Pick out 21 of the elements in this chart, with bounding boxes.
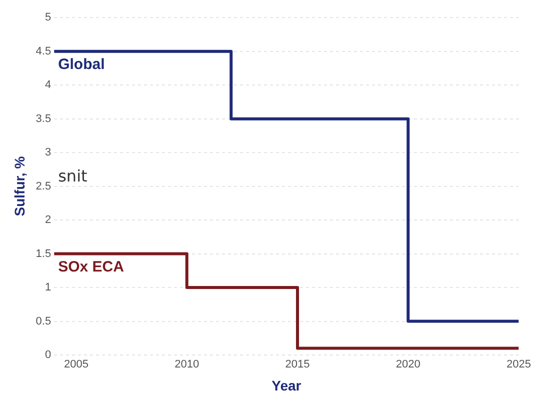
y-tick-label: 5 xyxy=(44,12,52,24)
series-label: SOx ECA xyxy=(58,258,124,276)
y-tick-label: 0.5 xyxy=(36,315,52,328)
x-axis-title: Year xyxy=(272,377,302,394)
x-tick-label: 2010 xyxy=(174,358,200,371)
series-label: Global xyxy=(58,56,105,73)
y-tick-label: 2.5 xyxy=(36,180,52,192)
y-axis-title: Sulfur, % xyxy=(11,156,28,216)
y-tick-label: 1.5 xyxy=(36,248,52,260)
x-tick-label: 2005 xyxy=(64,358,88,371)
y-tick-label: 2 xyxy=(44,214,52,226)
x-tick-label: 2015 xyxy=(285,358,310,371)
y-tick-label: 4 xyxy=(44,79,52,92)
x-tick-label: 2025 xyxy=(506,358,532,371)
y-tick-label: 0 xyxy=(44,349,52,362)
y-tick-label: 3 xyxy=(44,146,52,159)
y-tick-label: 1 xyxy=(44,282,52,294)
x-tick-label: 2020 xyxy=(396,358,420,371)
y-tick-label: 4.5 xyxy=(36,45,52,58)
annotation: snit xyxy=(58,166,88,186)
y-tick-label: 3.5 xyxy=(36,112,52,125)
